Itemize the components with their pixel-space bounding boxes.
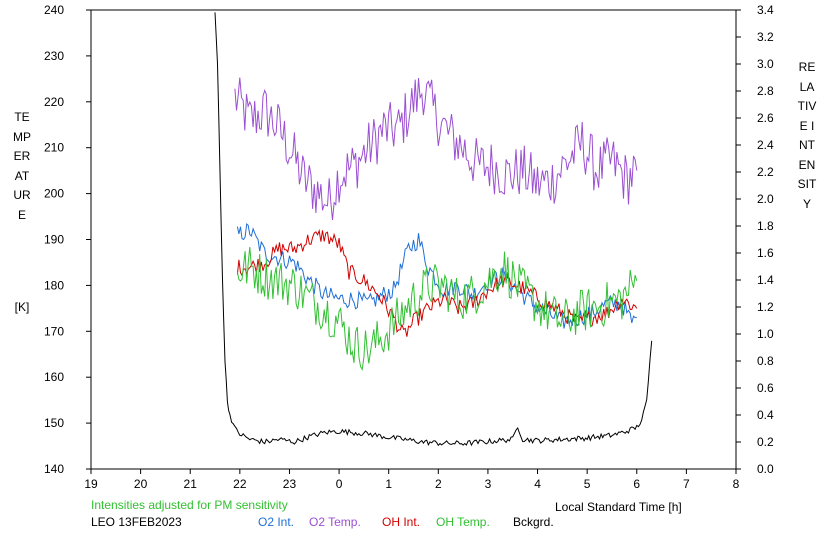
legend-ohint: OH Int. (382, 515, 421, 529)
y-right-tick-label: 1.0 (757, 327, 774, 341)
x-tick-label: 5 (584, 477, 591, 491)
left-axis-unit: [K] (14, 300, 30, 314)
right-axis-label: RELATIVE INTENSITY (797, 60, 817, 211)
x-tick-label: 19 (84, 477, 98, 491)
x-tick-label: 6 (633, 477, 640, 491)
station-label: LEO 13FEB2023 (91, 515, 182, 529)
y-right-tick-label: 1.4 (757, 273, 774, 287)
y-right-tick-label: 1.6 (757, 246, 774, 260)
series-line-ohtemp (236, 246, 638, 371)
y-left-tick-label: 190 (44, 233, 64, 247)
y-left-tick-label: 170 (44, 324, 64, 338)
plot-area (90, 9, 737, 470)
legend-o2int: O2 Int. (258, 515, 295, 529)
x-tick-label: 4 (534, 477, 541, 491)
y-right-tick-label: 3.4 (757, 3, 774, 17)
y-left-tick-label: 240 (44, 3, 64, 17)
y-left-tick-label: 180 (44, 278, 64, 292)
note-text: Intensities adjusted for PM sensitivity (91, 498, 288, 512)
y-right-tick-label: 3.2 (757, 30, 774, 44)
series-line-o2int (236, 222, 637, 329)
y-left-tick-label: 200 (44, 187, 64, 201)
legend-ohtemp: OH Temp. (436, 515, 490, 529)
y-left-tick-label: 230 (44, 49, 64, 63)
series-line-ohint (236, 228, 638, 337)
left-axis-label: TEMPERATURE (13, 110, 31, 222)
y-left-tick-label: 140 (44, 462, 64, 476)
legend-o2temp: O2 Temp. (309, 515, 361, 529)
y-right-tick-label: 2.6 (757, 111, 774, 125)
y-right-tick-label: 2.8 (757, 84, 774, 98)
y-right-tick-label: 2.2 (757, 165, 774, 179)
y-right-tick-label: 3.0 (757, 57, 774, 71)
y-right-tick-label: 0.2 (757, 435, 774, 449)
x-tick-label: 0 (336, 477, 343, 491)
x-tick-label: 8 (733, 477, 740, 491)
x-tick-label: 3 (485, 477, 492, 491)
y-right-tick-label: 0.0 (757, 462, 774, 476)
x-tick-label: 21 (184, 477, 198, 491)
x-tick-label: 7 (683, 477, 690, 491)
x-tick-label: 2 (435, 477, 442, 491)
y-right-tick-label: 0.8 (757, 354, 774, 368)
y-left-tick-label: 150 (44, 416, 64, 430)
y-right-tick-label: 1.8 (757, 219, 774, 233)
legend-bckgrd: Bckgrd. (513, 515, 554, 529)
y-right-tick-label: 1.2 (757, 300, 774, 314)
y-right-tick-label: 0.4 (757, 408, 774, 422)
x-tick-label: 22 (233, 477, 247, 491)
x-axis-label: Local Standard Time [h] (555, 500, 682, 514)
y-right-tick-label: 2.4 (757, 138, 774, 152)
y-left-tick-label: 210 (44, 141, 64, 155)
y-left-tick-label: 220 (44, 95, 64, 109)
series-line-o2temp (234, 77, 638, 220)
x-tick-label: 20 (134, 477, 148, 491)
x-tick-label: 1 (385, 477, 392, 491)
y-left-tick-label: 160 (44, 370, 64, 384)
series-line-bckgrd (214, 12, 653, 447)
series-layer (214, 12, 653, 447)
x-tick-label: 23 (283, 477, 297, 491)
y-right-tick-label: 0.6 (757, 381, 774, 395)
y-right-tick-label: 2.0 (757, 192, 774, 206)
ticks-layer: 19 20 21 22 23 0 1 2 3 4 5 6 7 8140150160170180190200… (44, 3, 774, 491)
